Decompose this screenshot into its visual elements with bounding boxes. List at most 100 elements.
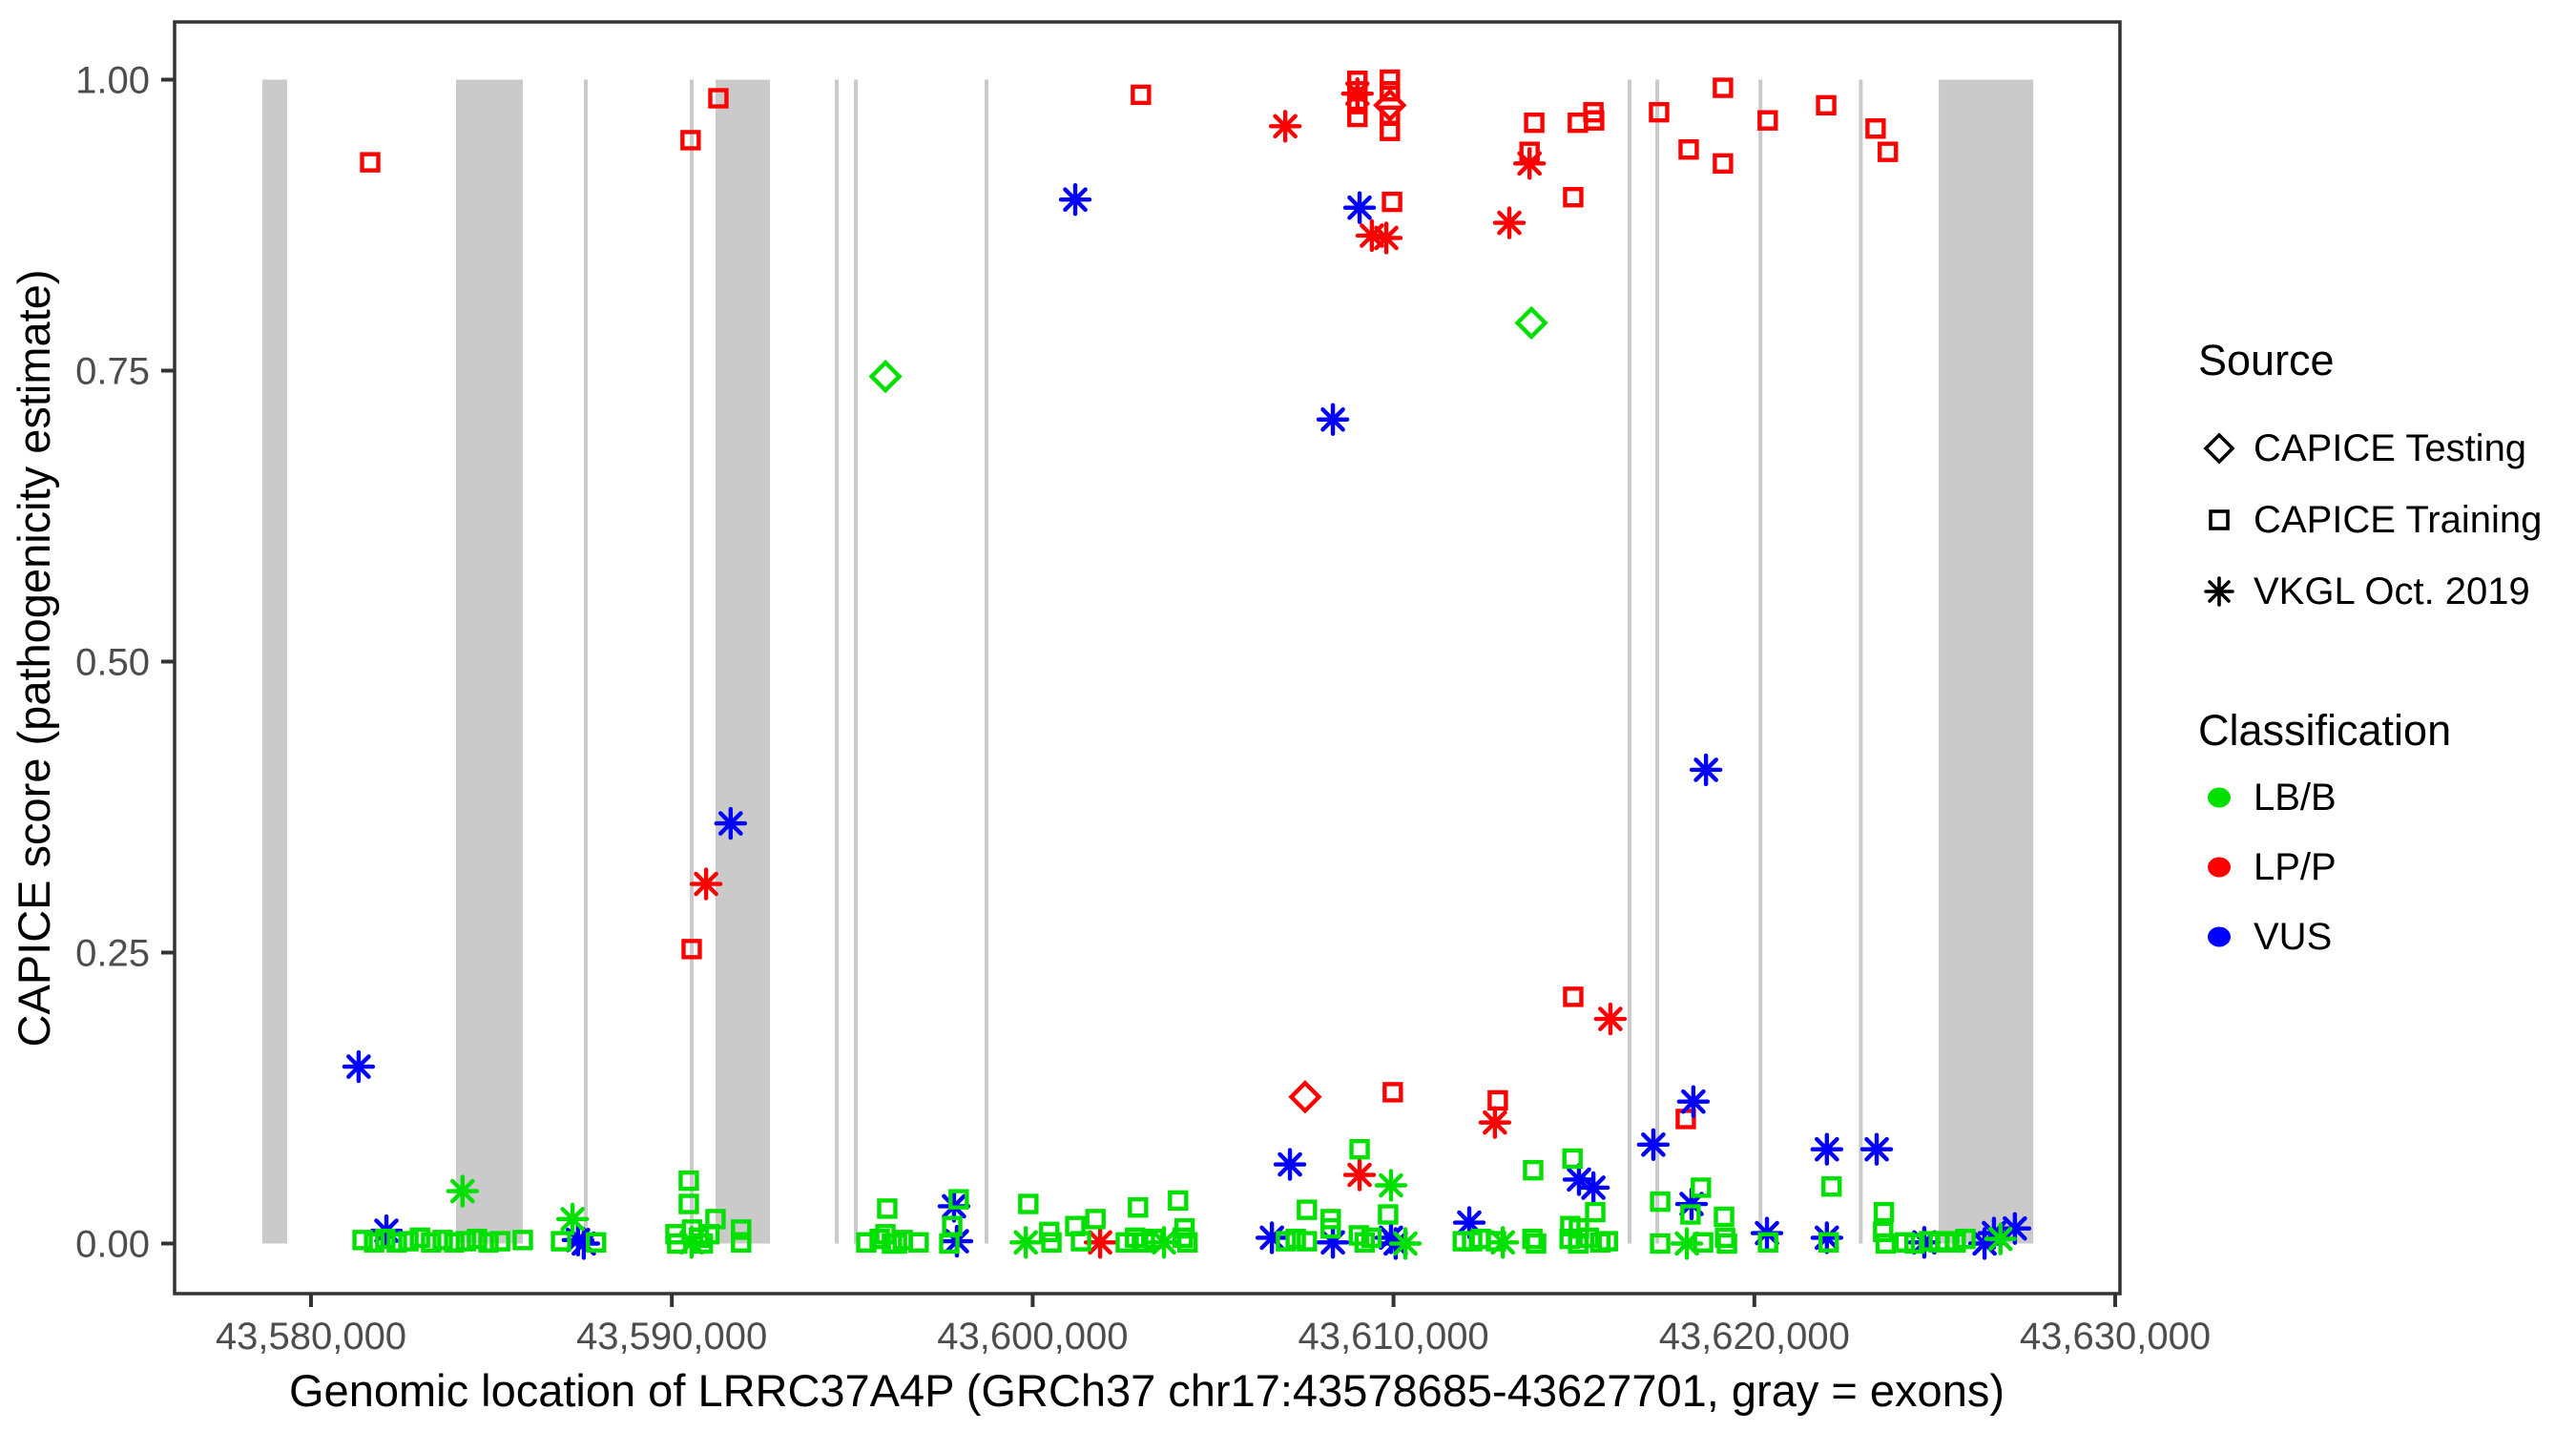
data-point — [1487, 1089, 1508, 1111]
data-point — [555, 1202, 590, 1236]
exon-band — [1655, 79, 1660, 1244]
data-point — [1821, 1176, 1842, 1197]
data-point — [1378, 1204, 1399, 1225]
data-point — [1176, 1232, 1198, 1253]
data-point — [489, 1231, 510, 1252]
data-points — [342, 69, 2032, 1260]
data-point — [467, 1228, 488, 1250]
data-point — [1070, 1231, 1091, 1252]
legend-item-label: VKGL Oct. 2019 — [2254, 570, 2530, 612]
data-point — [1128, 1196, 1149, 1218]
data-point — [856, 1232, 877, 1253]
data-point — [1380, 69, 1401, 91]
data-point — [1342, 191, 1377, 224]
data-point — [1865, 118, 1886, 139]
data-point — [1492, 206, 1527, 239]
legend-source-title: Source — [2198, 336, 2335, 384]
data-point — [352, 1230, 373, 1251]
data-point — [1955, 1228, 1976, 1250]
legend-item-label: LP/P — [2254, 845, 2337, 888]
data-point — [398, 1231, 419, 1252]
exon-band — [1859, 79, 1863, 1244]
data-point — [586, 1232, 607, 1253]
data-point — [692, 1233, 714, 1255]
data-point — [1320, 1217, 1341, 1239]
data-point — [1485, 1231, 1506, 1252]
data-point — [1380, 80, 1401, 102]
scatter-plot: 43,580,000 43,590,000 43,600,000 43,610,000… — [9, 20, 2211, 1416]
data-point — [1273, 1148, 1307, 1181]
data-point — [432, 1230, 453, 1251]
data-point — [689, 867, 723, 901]
data-point — [1859, 1132, 1894, 1166]
data-point — [1512, 147, 1547, 180]
data-point — [1757, 1232, 1778, 1253]
data-point — [1576, 1171, 1610, 1205]
data-point — [1585, 1201, 1606, 1223]
data-point — [551, 1231, 571, 1252]
data-point — [1388, 1227, 1423, 1260]
legend-item-label: LB/B — [2254, 776, 2337, 819]
data-point — [455, 1231, 476, 1252]
x-tick-label: 43,580,000 — [216, 1316, 406, 1358]
data-point — [680, 130, 701, 151]
dot-icon-green — [2198, 775, 2254, 820]
y-axis: 0.00 0.25 0.50 0.75 1.00 — [75, 60, 175, 1266]
legend-item-label: CAPICE Testing — [2254, 426, 2527, 469]
data-point — [688, 1227, 710, 1249]
data-point — [1875, 1233, 1897, 1255]
plot-panel-border — [173, 20, 2122, 1296]
data-point — [1563, 187, 1584, 208]
data-point — [1008, 1226, 1043, 1259]
data-point — [1680, 1204, 1701, 1225]
data-point — [1382, 1082, 1403, 1103]
data-point — [1374, 1169, 1408, 1202]
data-point — [1593, 1002, 1628, 1036]
x-axis: 43,580,000 43,590,000 43,600,000 43,610,000… — [216, 1294, 2211, 1358]
data-point — [1873, 1201, 1895, 1223]
legend-item-vkgl: VKGL Oct. 2019 — [2198, 563, 2530, 620]
y-tick-label: 1.00 — [75, 60, 150, 102]
data-point — [1268, 110, 1302, 143]
data-point — [1039, 1221, 1060, 1243]
data-point — [1285, 1228, 1306, 1250]
exon-band — [715, 79, 771, 1244]
y-tick-label: 0.00 — [75, 1224, 150, 1266]
data-point — [1380, 120, 1401, 141]
data-point — [1316, 1226, 1350, 1259]
legend: Source CAPICE Testing CAPICE Training — [2185, 0, 2576, 1431]
data-point — [1878, 141, 1899, 162]
data-point — [1693, 1232, 1714, 1253]
exon-bands — [261, 79, 2034, 1244]
legend-item-label: VUS — [2254, 915, 2333, 958]
y-tick-label: 0.50 — [75, 642, 150, 684]
data-point — [1018, 1193, 1039, 1214]
data-point — [1649, 101, 1670, 123]
data-point — [512, 1230, 533, 1251]
data-point — [342, 1049, 376, 1084]
data-point — [1478, 1106, 1512, 1139]
data-point — [681, 939, 702, 960]
legend-item-lbb: LB/B — [2198, 769, 2337, 826]
data-point — [386, 1232, 407, 1253]
x-tick-label: 43,600,000 — [937, 1316, 1128, 1358]
data-point — [1678, 138, 1699, 160]
data-point — [1168, 1190, 1189, 1212]
data-point — [908, 1232, 929, 1253]
data-point — [1676, 1085, 1711, 1118]
data-point — [1650, 1191, 1671, 1213]
data-point — [409, 1227, 430, 1249]
data-point — [1523, 1159, 1544, 1181]
data-point — [1297, 1231, 1318, 1252]
exon-band — [456, 79, 523, 1244]
data-point — [948, 1189, 969, 1210]
data-point — [1526, 1233, 1547, 1255]
data-point — [1173, 1227, 1194, 1249]
data-point — [1562, 1148, 1583, 1170]
y-axis-title: CAPICE score (pathogenicity estimate) — [9, 270, 59, 1047]
data-point — [1144, 1228, 1165, 1250]
data-point — [1597, 1231, 1618, 1252]
data-point — [1816, 94, 1837, 116]
data-point — [1297, 1199, 1318, 1220]
